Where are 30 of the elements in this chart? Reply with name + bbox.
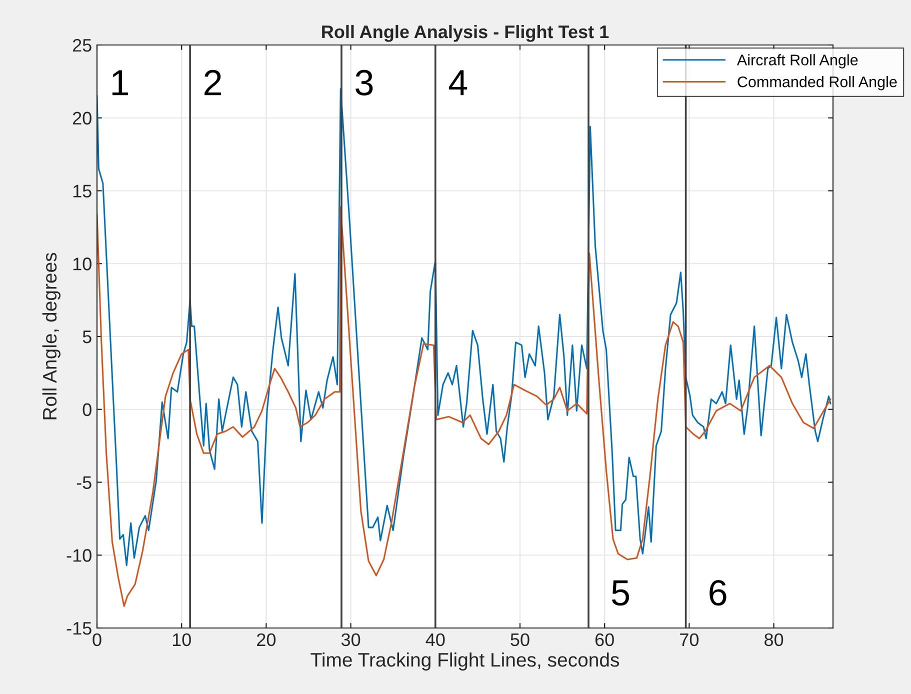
line-series xyxy=(97,206,832,607)
x-tick-label: 40 xyxy=(426,633,445,646)
x-tick-label: 50 xyxy=(510,633,530,646)
annotation: 2 xyxy=(204,70,222,96)
y-tick-label: -15 xyxy=(66,622,92,635)
x-tick-label: 20 xyxy=(257,633,276,646)
x-tick-label: 60 xyxy=(595,633,614,646)
chart-title: Roll Angle Analysis - Flight Test 1 xyxy=(322,24,609,42)
annotation: 3 xyxy=(356,70,373,96)
y-tick-label: 25 xyxy=(72,38,92,52)
y-tick-label: 20 xyxy=(72,112,92,125)
annotation: 6 xyxy=(710,580,726,606)
y-tick-label: 15 xyxy=(73,184,92,198)
y-tick-label: -5 xyxy=(76,476,92,489)
x-tick-label: 0 xyxy=(92,633,102,646)
annotation: 5 xyxy=(612,580,630,606)
annotation: 4 xyxy=(448,70,468,96)
x-tick-label: 70 xyxy=(680,633,699,646)
y-tick-label: 5 xyxy=(82,330,92,344)
y-tick-label: -10 xyxy=(66,549,92,562)
legend-label: Aircraft Roll Angle xyxy=(736,54,858,68)
x-tick-label: 30 xyxy=(341,633,360,646)
x-tick-label: 80 xyxy=(764,633,784,646)
legend-label: Commanded Roll Angle xyxy=(738,76,897,90)
y-tick-label: 0 xyxy=(82,403,92,416)
y-tick-label: 10 xyxy=(73,258,92,270)
annotation: 1 xyxy=(112,70,128,96)
x-axis-title: Time Tracking Flight Lines, seconds xyxy=(310,652,620,671)
y-axis-title: Roll Angle, degrees xyxy=(42,252,60,420)
x-tick-label: 10 xyxy=(172,633,191,646)
